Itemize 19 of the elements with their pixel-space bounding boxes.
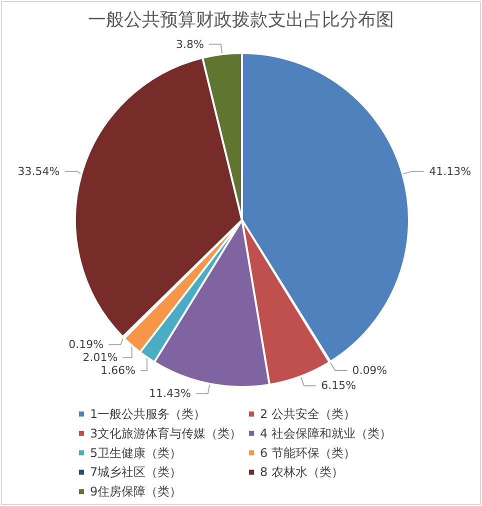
legend-label: 5卫生健康（类） bbox=[90, 446, 182, 460]
data-label: 33.54% bbox=[18, 164, 60, 178]
data-label: 0.09% bbox=[352, 364, 388, 377]
legend-label: 9住房保障（类） bbox=[90, 484, 182, 499]
data-label: 3.8% bbox=[176, 38, 204, 51]
chart-title: 一般公共预算财政拨款支出占比分布图 bbox=[88, 10, 394, 30]
data-label: 11.43% bbox=[148, 387, 191, 400]
data-label: 41.13% bbox=[429, 164, 472, 178]
legend-label: 6 节能环保（类） bbox=[260, 446, 356, 460]
legend-label: 4 社会保障和就业（类） bbox=[260, 426, 392, 440]
legend-label: 8 农林水（类） bbox=[260, 465, 344, 480]
legend-label: 7城乡社区（类） bbox=[90, 465, 182, 480]
legend-label: 1一般公共服务（类） bbox=[90, 407, 206, 421]
data-label: 1.66% bbox=[100, 364, 136, 378]
legend-label: 3文化旅游体育与传媒（类） bbox=[90, 426, 242, 440]
data-label: 6.15% bbox=[321, 379, 356, 392]
data-label: 0.19% bbox=[68, 338, 104, 352]
legend-label: 2 公共安全（类） bbox=[260, 407, 356, 421]
data-label: 2.01% bbox=[82, 351, 118, 364]
